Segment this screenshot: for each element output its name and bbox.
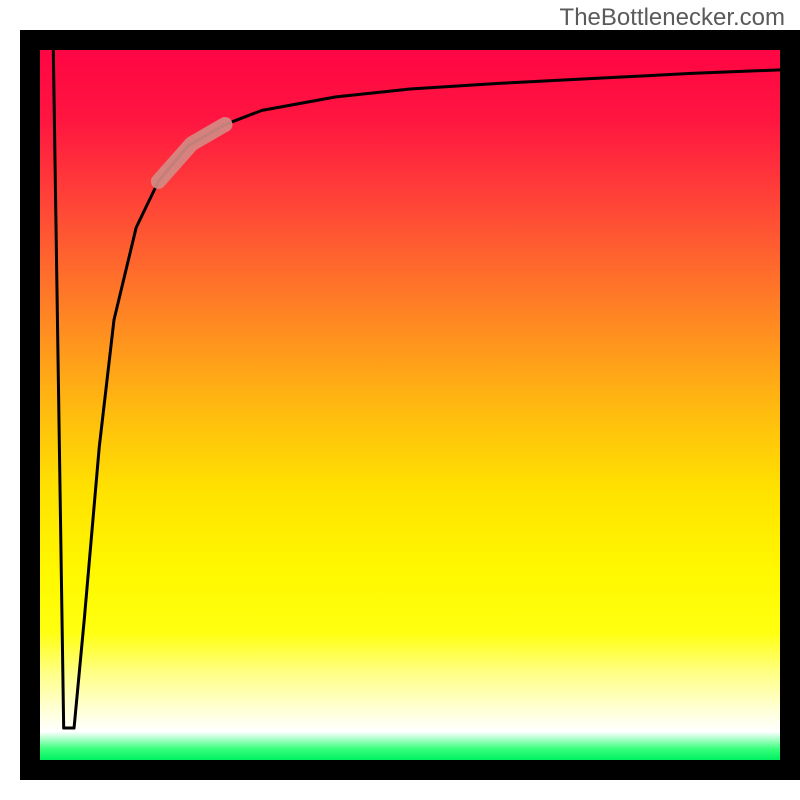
chart-stage: TheBottlenecker.com — [0, 0, 800, 800]
attribution-text: TheBottlenecker.com — [560, 4, 785, 32]
plot-gradient-fill — [40, 50, 780, 760]
